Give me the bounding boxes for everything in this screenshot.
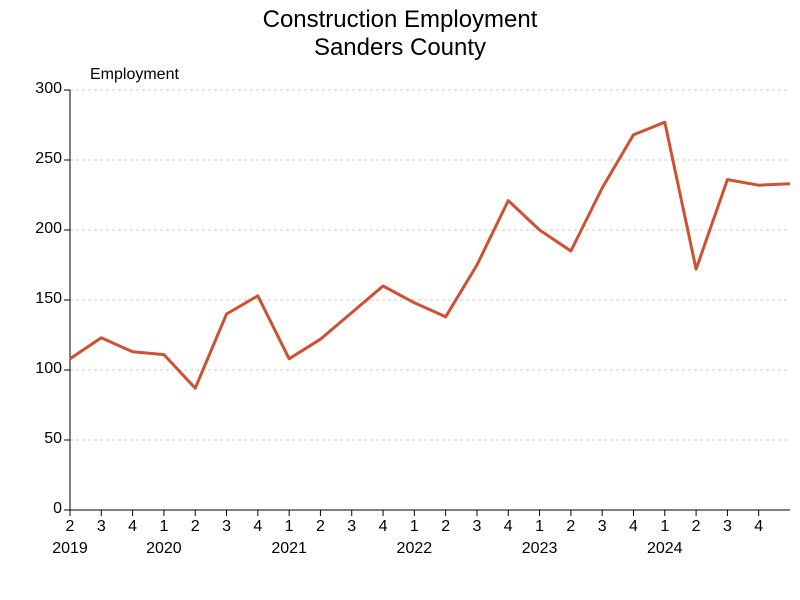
x-tick-quarter: 4	[128, 518, 137, 536]
x-tick-quarter: 4	[253, 518, 262, 536]
y-tick-label: 300	[12, 80, 62, 98]
x-tick-quarter: 2	[66, 518, 75, 536]
x-tick-quarter: 3	[97, 518, 106, 536]
y-tick-label: 250	[12, 150, 62, 168]
x-tick-year: 2023	[522, 540, 558, 558]
line-chart	[0, 0, 800, 600]
x-tick-quarter: 3	[347, 518, 356, 536]
x-tick-quarter: 2	[566, 518, 575, 536]
x-tick-quarter: 2	[441, 518, 450, 536]
y-tick-label: 150	[12, 290, 62, 308]
x-tick-year: 2019	[52, 540, 88, 558]
x-tick-quarter: 2	[316, 518, 325, 536]
x-tick-quarter: 2	[191, 518, 200, 536]
x-tick-quarter: 4	[379, 518, 388, 536]
x-tick-quarter: 3	[473, 518, 482, 536]
x-tick-quarter: 1	[285, 518, 294, 536]
data-line	[70, 122, 790, 388]
x-tick-year: 2021	[271, 540, 307, 558]
y-tick-label: 50	[12, 430, 62, 448]
x-tick-year: 2022	[397, 540, 433, 558]
x-tick-quarter: 1	[535, 518, 544, 536]
x-tick-quarter: 4	[504, 518, 513, 536]
x-tick-quarter: 1	[410, 518, 419, 536]
y-tick-label: 100	[12, 360, 62, 378]
y-tick-label: 200	[12, 220, 62, 238]
x-tick-quarter: 2	[692, 518, 701, 536]
x-tick-quarter: 3	[723, 518, 732, 536]
x-tick-quarter: 1	[660, 518, 669, 536]
y-tick-label: 0	[12, 500, 62, 518]
x-tick-year: 2024	[647, 540, 683, 558]
x-tick-quarter: 3	[598, 518, 607, 536]
x-tick-quarter: 4	[754, 518, 763, 536]
x-tick-year: 2020	[146, 540, 182, 558]
x-tick-quarter: 3	[222, 518, 231, 536]
x-tick-quarter: 1	[159, 518, 168, 536]
x-tick-quarter: 4	[629, 518, 638, 536]
chart-container: Construction Employment Sanders County E…	[0, 0, 800, 600]
